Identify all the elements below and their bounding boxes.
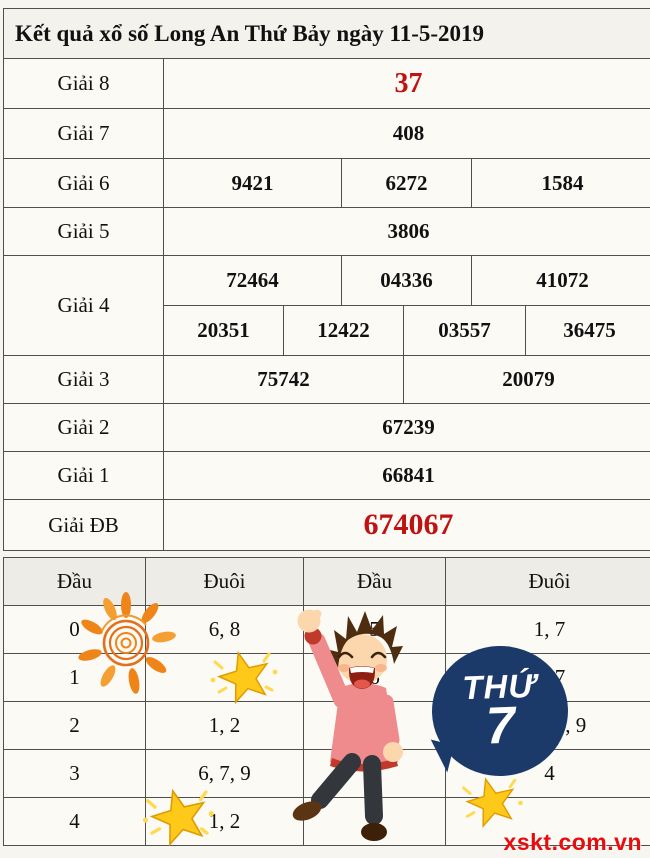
prize-value: 36475	[524, 305, 650, 356]
loto-duoi-cell: 6, 8	[145, 605, 304, 654]
loto-dau-cell: 6	[303, 653, 446, 702]
prize-table: Kết quả xổ số Long An Thứ Bảy ngày 11-5-…	[2, 8, 650, 551]
prize-label: Giải 1	[3, 451, 164, 500]
loto-dau-cell: 8	[303, 749, 446, 798]
prize-row-3: Giải 3 75742 20079	[3, 355, 650, 404]
prize-row-4a: Giải 4 72464 04336 41072	[3, 255, 650, 356]
prize-value: 37	[162, 58, 650, 109]
title-row: Kết quả xổ số Long An Thứ Bảy ngày 11-5-…	[2, 8, 650, 59]
prize-row-5: Giải 5 3806	[3, 207, 650, 256]
prize-value: 674067	[162, 499, 650, 551]
prize-label: Giải 8	[3, 58, 164, 109]
prize-row-8: Giải 8 37	[3, 58, 650, 109]
prize-row-4b: 20351 12422 03557 36475	[4, 305, 650, 356]
prize-value: 408	[162, 108, 650, 159]
loto-duoi-cell	[145, 653, 304, 702]
prize-row-2: Giải 2 67239	[3, 403, 650, 452]
loto-dau-cell: 9	[303, 797, 446, 846]
prize-label: Giải 2	[3, 403, 164, 452]
loto-header-duoi-right: Đuôi	[445, 557, 650, 606]
prize-row-6: Giải 6 9421 6272 1584	[3, 158, 650, 208]
loto-dau-cell: 1	[3, 653, 146, 702]
prize-value: 41072	[470, 255, 650, 306]
loto-duoi-cell: 1, 7	[445, 605, 650, 654]
loto-dau-cell: 7	[303, 701, 446, 750]
prize-label: Giải ĐB	[3, 499, 164, 551]
prize-value: 04336	[341, 255, 472, 306]
prize-label: Giải 5	[3, 207, 164, 256]
loto-duoi-cell: 1, 2	[145, 701, 304, 750]
loto-row-0: 0 6, 8 5 1, 7	[3, 605, 650, 654]
loto-duoi-cell: 1, 2	[145, 797, 304, 846]
prize-row-1: Giải 1 66841	[3, 451, 650, 500]
weekday-badge-number: 7	[485, 696, 516, 756]
loto-header-duoi-left: Đuôi	[145, 557, 304, 606]
loto-duoi-cell: 6, 7, 9	[145, 749, 304, 798]
loto-header-row: Đầu Đuôi Đầu Đuôi	[3, 557, 650, 606]
prize-value: 20079	[402, 355, 650, 404]
prize-value: 72464	[163, 255, 342, 306]
loto-dau-cell: 0	[3, 605, 146, 654]
prize-value: 75742	[163, 355, 404, 404]
loto-dau-cell: 4	[3, 797, 146, 846]
loto-dau-cell: 2	[3, 701, 146, 750]
prize-label: Giải 6	[3, 158, 164, 208]
prize-value: 66841	[162, 451, 650, 500]
prize-value: 1584	[470, 158, 650, 208]
loto-header-dau-left: Đầu	[3, 557, 146, 606]
prize-value: 12422	[283, 305, 404, 356]
prize-value: 6272	[341, 158, 472, 208]
prize-value: 67239	[162, 403, 650, 452]
prize-value: 03557	[403, 305, 526, 356]
page-title: Kết quả xổ số Long An Thứ Bảy ngày 11-5-…	[2, 8, 650, 59]
prize-row-db: Giải ĐB 674067	[3, 499, 650, 551]
loto-row-3: 3 6, 7, 9 8 4	[3, 749, 650, 798]
loto-dau-cell: 3	[3, 749, 146, 798]
prize-label: Giải 4	[3, 255, 164, 356]
prize-value: 3806	[162, 207, 650, 256]
prize-label: Giải 7	[3, 108, 164, 159]
prize-value: 20351	[163, 305, 284, 356]
loto-header-dau-right: Đầu	[303, 557, 446, 606]
loto-dau-cell: 5	[303, 605, 446, 654]
prize-label: Giải 3	[3, 355, 164, 404]
prize-row-7: Giải 7 408	[3, 108, 650, 159]
prize-value: 9421	[163, 158, 342, 208]
site-watermark: xskt.com.vn	[503, 829, 642, 855]
